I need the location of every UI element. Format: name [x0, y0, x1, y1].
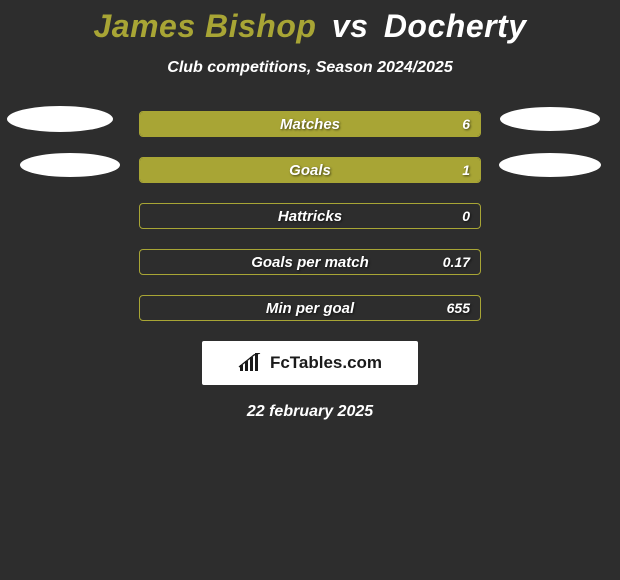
- snapshot-date: 22 february 2025: [0, 403, 620, 421]
- stat-area: Matches6Goals1Hattricks0Goals per match0…: [0, 111, 620, 321]
- decor-ellipse: [7, 106, 113, 132]
- stat-bar-label: Goals per match: [140, 250, 480, 274]
- stat-bar-fill: [140, 112, 480, 136]
- comparison-card: James Bishop vs Docherty Club competitio…: [0, 0, 620, 421]
- vs-label: vs: [332, 8, 369, 44]
- stat-bar-label: Min per goal: [140, 296, 480, 320]
- decor-ellipse: [500, 107, 600, 131]
- source-badge-label: FcTables.com: [270, 353, 382, 373]
- stat-bar: Hattricks0: [139, 203, 481, 229]
- source-badge[interactable]: FcTables.com: [202, 341, 418, 385]
- player2-name: Docherty: [384, 8, 527, 44]
- stat-bar-fill: [140, 158, 480, 182]
- stat-bars: Matches6Goals1Hattricks0Goals per match0…: [139, 111, 481, 321]
- stat-bar: Matches6: [139, 111, 481, 137]
- stat-bar-value: 0.17: [443, 250, 470, 274]
- stat-bar-value: 0: [462, 204, 470, 228]
- player1-name: James Bishop: [93, 8, 316, 44]
- page-title: James Bishop vs Docherty: [0, 8, 620, 45]
- decor-ellipse: [499, 153, 601, 177]
- stat-bar-label: Hattricks: [140, 204, 480, 228]
- stat-bar: Goals1: [139, 157, 481, 183]
- stat-bar: Goals per match0.17: [139, 249, 481, 275]
- stat-bar: Min per goal655: [139, 295, 481, 321]
- subtitle: Club competitions, Season 2024/2025: [0, 59, 620, 77]
- bar-chart-icon: [238, 353, 264, 373]
- decor-ellipse: [20, 153, 120, 177]
- stat-bar-value: 655: [447, 296, 470, 320]
